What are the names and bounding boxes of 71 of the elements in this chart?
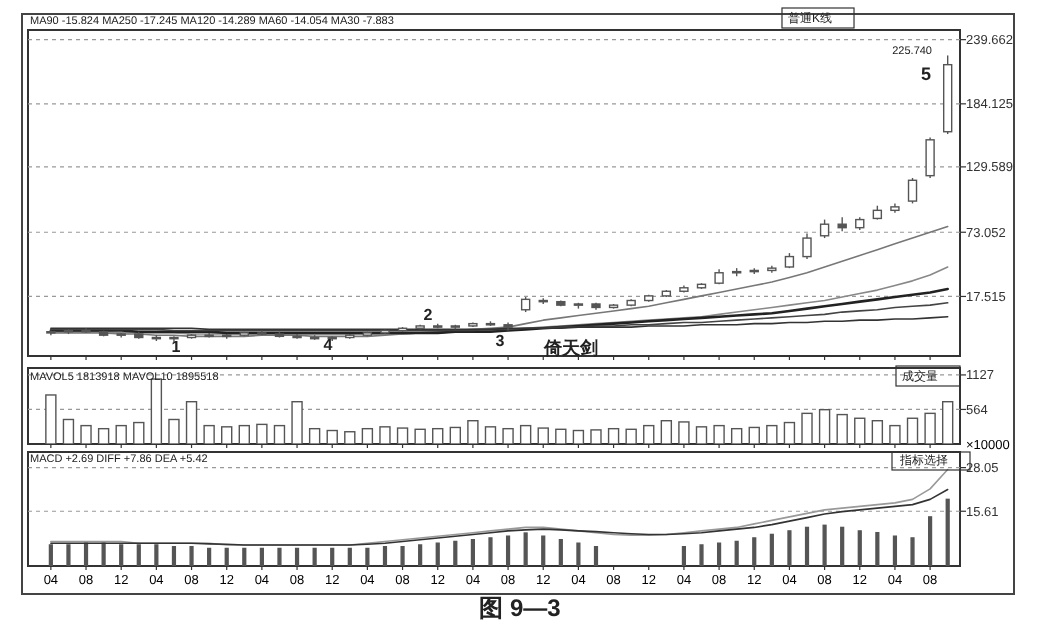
bar [643,424,655,444]
bar [766,424,778,444]
bar [256,423,268,444]
bar [203,424,215,444]
bar [607,427,620,444]
candlestick [503,321,513,332]
annotation: 1 [171,338,182,356]
bar [572,429,585,444]
annotation: 倚天剑 [542,338,598,358]
bar [80,424,92,444]
annotation: 2 [423,306,434,324]
bar [537,427,549,444]
line-series [50,488,949,546]
bar [555,428,567,444]
bar [836,413,848,444]
bar [906,417,919,444]
bar [730,427,743,444]
bar [97,427,110,444]
candlestick [837,216,847,232]
bar [326,429,338,444]
bar [502,427,514,444]
bar [625,428,637,444]
bar [818,408,831,444]
bar [379,426,391,444]
bar [678,421,690,444]
annotation: 4 [323,336,334,354]
bar [783,421,796,444]
line-series [50,225,949,338]
bar [590,429,602,444]
bar [748,426,760,444]
bar [291,401,303,444]
candlestick [925,136,935,179]
bar [801,412,813,444]
bar [713,424,725,444]
bar [133,421,145,444]
bar [62,418,75,444]
bar [854,417,866,444]
bar [432,427,444,444]
bar [238,424,250,444]
bar [45,394,57,444]
bar [695,426,708,444]
bar [344,431,356,444]
bar [467,420,479,444]
annotation: 3 [495,332,506,350]
caption: 图 9—3 [479,594,562,622]
candlestick [819,218,830,239]
bar [168,418,180,444]
bar [484,426,497,444]
bar [871,420,884,444]
bar [115,424,127,444]
candlestick [802,232,812,260]
bar [414,428,426,444]
bar [361,427,374,444]
candlestick [907,177,918,205]
bar [924,412,936,444]
line-series [50,302,949,332]
candlestick [81,327,91,334]
bar [889,424,901,444]
bar [150,378,163,444]
bar [185,401,198,444]
annotation: 5 [920,64,932,84]
bar [273,424,286,444]
line-series [49,287,949,335]
bar [396,427,409,444]
bar [941,401,954,444]
candlestick [292,333,302,340]
bar [449,426,462,444]
bar [308,427,321,444]
bar [519,424,532,444]
bar [221,426,233,444]
bar [660,420,673,444]
